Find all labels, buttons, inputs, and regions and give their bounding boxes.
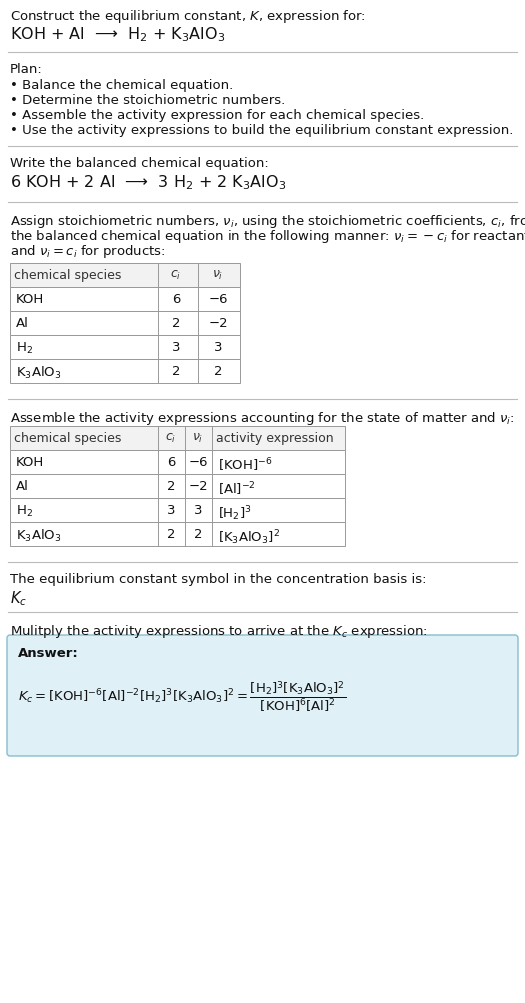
Text: Al: Al [16,479,29,492]
Text: Write the balanced chemical equation:: Write the balanced chemical equation: [10,156,269,170]
Text: KOH + Al  ⟶  H$_2$ + K$_3$AlO$_3$: KOH + Al ⟶ H$_2$ + K$_3$AlO$_3$ [10,25,225,44]
Text: activity expression: activity expression [216,431,333,444]
Text: Mulitply the activity expressions to arrive at the $K_c$ expression:: Mulitply the activity expressions to arr… [10,623,428,639]
Text: KOH: KOH [16,293,44,306]
Text: Al: Al [16,317,29,330]
Text: [Al]$^{-2}$: [Al]$^{-2}$ [218,479,256,497]
Bar [10,288,240,312]
Bar [10,474,345,498]
Text: KOH: KOH [16,455,44,468]
Text: $c_i$: $c_i$ [171,269,182,282]
Bar [10,360,240,383]
Text: −2: −2 [188,479,208,492]
Text: Assign stoichiometric numbers, $\nu_i$, using the stoichiometric coefficients, $: Assign stoichiometric numbers, $\nu_i$, … [10,213,525,230]
Text: −2: −2 [208,317,228,330]
Text: 3: 3 [172,341,180,354]
Text: chemical species: chemical species [14,269,121,282]
Text: Construct the equilibrium constant, $K$, expression for:: Construct the equilibrium constant, $K$,… [10,8,366,25]
Text: Plan:: Plan: [10,63,43,76]
Text: 2: 2 [167,528,175,541]
Bar [10,498,345,523]
Text: the balanced chemical equation in the following manner: $\nu_i = -c_i$ for react: the balanced chemical equation in the fo… [10,228,525,245]
Bar [10,450,345,474]
Text: [KOH]$^{-6}$: [KOH]$^{-6}$ [218,455,272,473]
Bar [10,336,240,360]
FancyBboxPatch shape [7,635,518,756]
Text: 2: 2 [214,365,222,377]
Text: K$_3$AlO$_3$: K$_3$AlO$_3$ [16,528,61,544]
Bar [10,426,345,450]
Text: 2: 2 [172,317,180,330]
Text: $\nu_i$: $\nu_i$ [212,269,224,282]
Bar [10,523,345,547]
Text: • Use the activity expressions to build the equilibrium constant expression.: • Use the activity expressions to build … [10,124,513,136]
Text: chemical species: chemical species [14,431,121,444]
Text: −6: −6 [188,455,208,468]
Text: H$_2$: H$_2$ [16,504,33,519]
Text: 6: 6 [172,293,180,306]
Text: 3: 3 [214,341,222,354]
Text: Assemble the activity expressions accounting for the state of matter and $\nu_i$: Assemble the activity expressions accoun… [10,409,514,426]
Text: 3: 3 [167,504,175,517]
Text: 2: 2 [167,479,175,492]
Text: • Assemble the activity expression for each chemical species.: • Assemble the activity expression for e… [10,109,424,122]
Text: 3: 3 [194,504,202,517]
Text: • Determine the stoichiometric numbers.: • Determine the stoichiometric numbers. [10,94,285,107]
Text: $c_i$: $c_i$ [165,431,176,444]
Text: 6 KOH + 2 Al  ⟶  3 H$_2$ + 2 K$_3$AlO$_3$: 6 KOH + 2 Al ⟶ 3 H$_2$ + 2 K$_3$AlO$_3$ [10,173,286,192]
Text: • Balance the chemical equation.: • Balance the chemical equation. [10,79,233,92]
Text: 6: 6 [167,455,175,468]
Text: Answer:: Answer: [18,646,79,659]
Text: [H$_2$]$^3$: [H$_2$]$^3$ [218,504,251,523]
Text: 2: 2 [194,528,202,541]
Text: $\nu_i$: $\nu_i$ [192,431,204,444]
Bar [10,264,240,288]
Text: K$_3$AlO$_3$: K$_3$AlO$_3$ [16,365,61,381]
Text: $K_c$: $K_c$ [10,589,27,607]
Text: The equilibrium constant symbol in the concentration basis is:: The equilibrium constant symbol in the c… [10,573,426,586]
Text: [K$_3$AlO$_3$]$^2$: [K$_3$AlO$_3$]$^2$ [218,528,280,547]
Text: H$_2$: H$_2$ [16,341,33,356]
Text: 2: 2 [172,365,180,377]
Text: $K_c = [\mathrm{KOH}]^{-6}[\mathrm{Al}]^{-2}[\mathrm{H_2}]^{3}[\mathrm{K_3AlO_3}: $K_c = [\mathrm{KOH}]^{-6}[\mathrm{Al}]^… [18,679,346,714]
Bar [10,312,240,336]
Text: and $\nu_i = c_i$ for products:: and $\nu_i = c_i$ for products: [10,243,165,260]
Text: −6: −6 [208,293,228,306]
